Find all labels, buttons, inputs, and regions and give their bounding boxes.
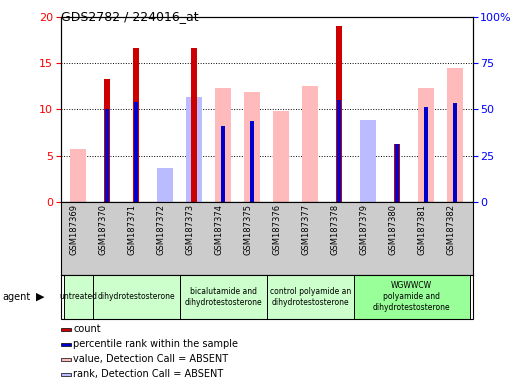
Text: GSM187380: GSM187380	[388, 204, 397, 255]
Text: rank, Detection Call = ABSENT: rank, Detection Call = ABSENT	[73, 369, 223, 379]
Bar	[360, 128, 376, 202]
Text: GDS2782 / 224016_at: GDS2782 / 224016_at	[61, 10, 199, 23]
Text: untreated: untreated	[59, 292, 97, 301]
Text: GSM187381: GSM187381	[417, 204, 426, 255]
Bar	[418, 88, 434, 202]
Text: percentile rank within the sample: percentile rank within the sample	[73, 339, 238, 349]
Bar	[61, 358, 71, 361]
Bar	[191, 48, 197, 202]
Bar	[157, 179, 173, 202]
Text: GSM187374: GSM187374	[214, 204, 223, 255]
Bar	[447, 68, 463, 202]
Text: control polyamide an
dihydrotestosterone: control polyamide an dihydrotestosterone	[269, 286, 351, 307]
Text: GSM187375: GSM187375	[243, 204, 252, 255]
Bar	[354, 275, 470, 319]
Bar	[61, 328, 71, 331]
Text: GSM187371: GSM187371	[127, 204, 136, 255]
Bar	[133, 48, 139, 202]
Text: GSM187376: GSM187376	[272, 204, 281, 255]
Text: dihydrotestosterone: dihydrotestosterone	[97, 292, 175, 301]
Bar	[273, 111, 289, 202]
Bar	[337, 100, 341, 202]
Bar	[394, 144, 400, 202]
Text: GSM187370: GSM187370	[98, 204, 107, 255]
Bar	[104, 79, 110, 202]
Bar	[180, 275, 267, 319]
Bar	[61, 343, 71, 346]
Bar	[215, 88, 231, 202]
Text: WGWWCW
polyamide and
dihydrotestosterone: WGWWCW polyamide and dihydrotestosterone	[373, 281, 450, 312]
Text: ▶: ▶	[36, 291, 44, 302]
Bar	[134, 102, 138, 202]
Text: value, Detection Call = ABSENT: value, Detection Call = ABSENT	[73, 354, 228, 364]
Bar	[360, 119, 376, 202]
Text: count: count	[73, 324, 101, 334]
Bar	[424, 107, 428, 202]
Bar	[70, 149, 86, 202]
Bar	[267, 275, 354, 319]
Text: GSM187373: GSM187373	[185, 204, 194, 255]
Bar	[244, 92, 260, 202]
Bar	[157, 167, 173, 202]
Bar	[186, 98, 202, 202]
Bar	[105, 109, 109, 202]
Bar	[302, 86, 318, 202]
Bar	[221, 126, 225, 202]
Bar	[336, 26, 342, 202]
Text: agent: agent	[3, 291, 31, 302]
Bar	[61, 373, 71, 376]
Text: GSM187377: GSM187377	[301, 204, 310, 255]
Text: GSM187378: GSM187378	[330, 204, 339, 255]
Bar	[250, 121, 254, 202]
Text: GSM187379: GSM187379	[359, 204, 368, 255]
Bar	[92, 275, 180, 319]
Bar	[453, 103, 457, 202]
Text: GSM187372: GSM187372	[156, 204, 165, 255]
Bar	[395, 144, 399, 202]
Text: GSM187369: GSM187369	[69, 204, 78, 255]
Bar	[63, 275, 92, 319]
Bar	[61, 275, 473, 319]
Text: bicalutamide and
dihydrotestosterone: bicalutamide and dihydrotestosterone	[184, 286, 262, 307]
Text: GSM187382: GSM187382	[446, 204, 455, 255]
